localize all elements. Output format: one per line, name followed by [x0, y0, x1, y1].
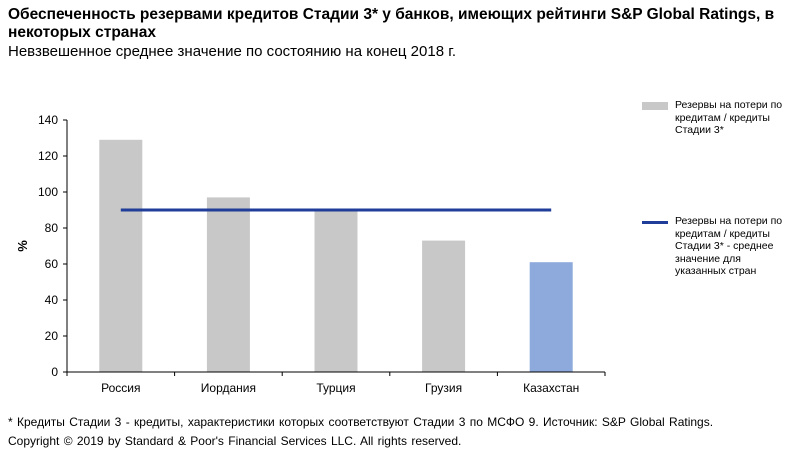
legend-label-bars: Резервы на потери по кредитам / кредиты …: [675, 99, 783, 136]
bar-4: [422, 240, 466, 372]
bar-5: [529, 262, 573, 372]
x-category-label: Турция: [316, 381, 355, 395]
y-axis-label: %: [15, 240, 30, 252]
y-tick-label: 60: [45, 257, 59, 271]
y-tick-label: 100: [38, 185, 58, 199]
chart-subtitle: Невзвешенное среднее значение по состоян…: [8, 43, 457, 60]
y-tick-label: 80: [45, 221, 59, 235]
y-tick-label: 120: [38, 149, 58, 163]
x-category-label: Грузия: [425, 381, 462, 395]
y-tick-label: 0: [51, 365, 58, 379]
copyright: Copyright © 2019 by Standard & Poor's Fi…: [8, 434, 462, 448]
legend-swatch-average-line: [642, 221, 668, 224]
chart-title: Обеспеченность резервами кредитов Стадии…: [8, 6, 775, 41]
x-category-label: Иордания: [201, 381, 256, 395]
legend-label-average-line: Резервы на потери по кредитам / кредиты …: [675, 215, 783, 277]
footnote: * Кредиты Стадии 3 - кредиты, характерис…: [8, 415, 714, 429]
bar-2: [206, 197, 250, 372]
bar-3: [314, 210, 358, 372]
x-category-label: Россия: [101, 381, 140, 395]
y-tick-label: 40: [45, 293, 59, 307]
y-tick-label: 20: [45, 329, 59, 343]
x-category-label: Казахстан: [523, 381, 579, 395]
legend-swatch-bars: [642, 102, 668, 110]
y-tick-label: 140: [38, 113, 58, 127]
bar-1: [99, 139, 143, 372]
